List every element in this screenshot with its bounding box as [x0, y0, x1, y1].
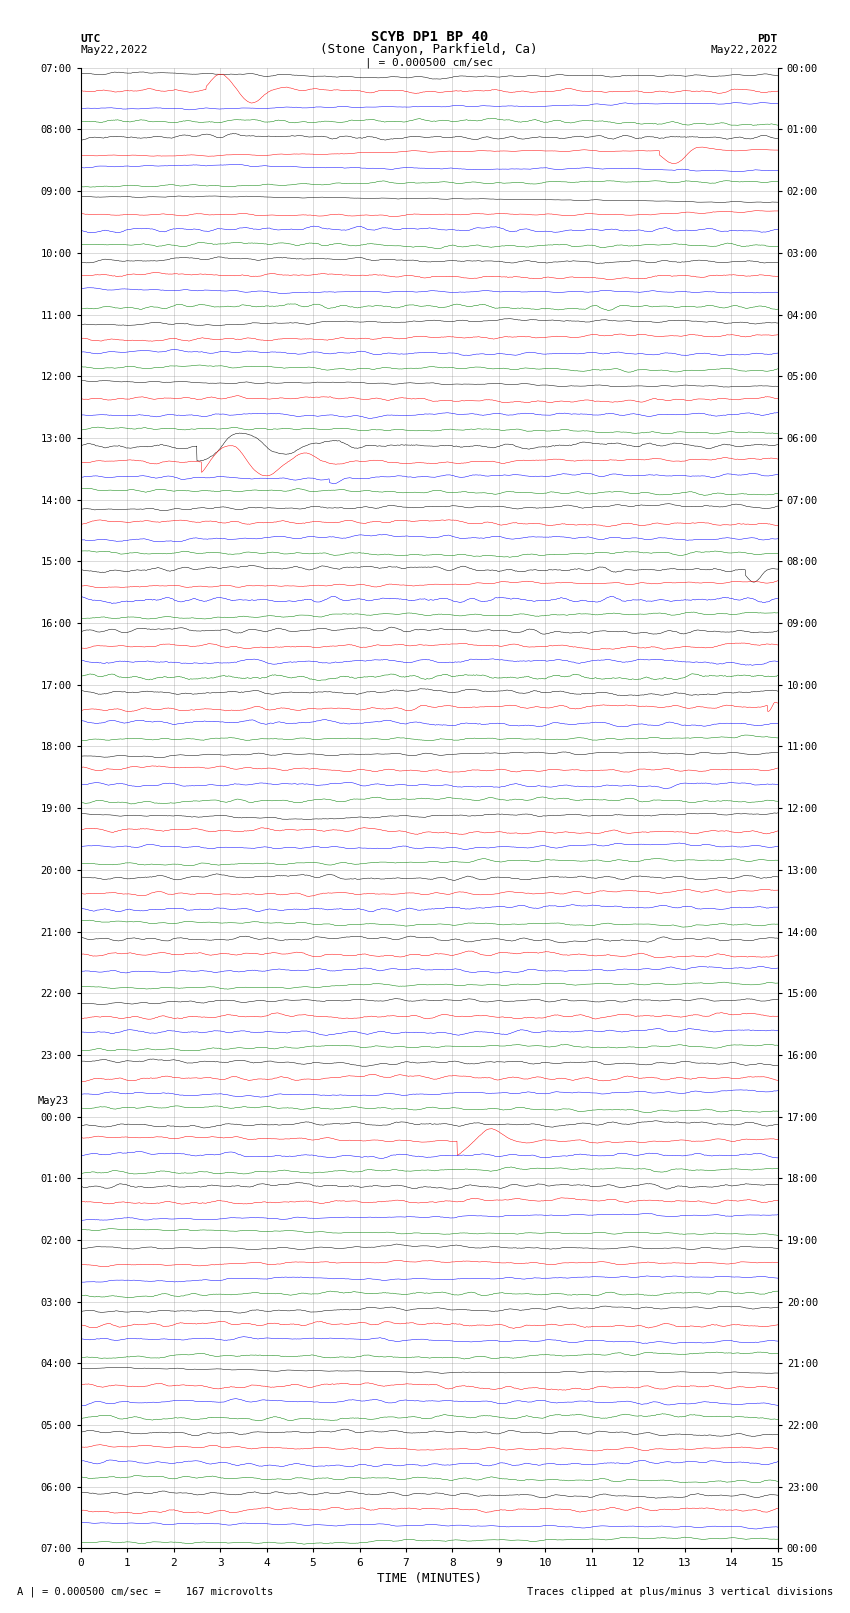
Text: A | = 0.000500 cm/sec =    167 microvolts: A | = 0.000500 cm/sec = 167 microvolts — [17, 1586, 273, 1597]
Text: (Stone Canyon, Parkfield, Ca): (Stone Canyon, Parkfield, Ca) — [320, 44, 538, 56]
Text: SCYB DP1 BP 40: SCYB DP1 BP 40 — [371, 29, 488, 44]
X-axis label: TIME (MINUTES): TIME (MINUTES) — [377, 1571, 482, 1584]
Text: Traces clipped at plus/minus 3 vertical divisions: Traces clipped at plus/minus 3 vertical … — [527, 1587, 833, 1597]
Text: May23: May23 — [37, 1095, 69, 1107]
Text: PDT: PDT — [757, 34, 778, 44]
Text: UTC: UTC — [81, 34, 101, 44]
Text: May22,2022: May22,2022 — [81, 45, 148, 55]
Text: | = 0.000500 cm/sec: | = 0.000500 cm/sec — [366, 56, 493, 68]
Text: May22,2022: May22,2022 — [711, 45, 778, 55]
